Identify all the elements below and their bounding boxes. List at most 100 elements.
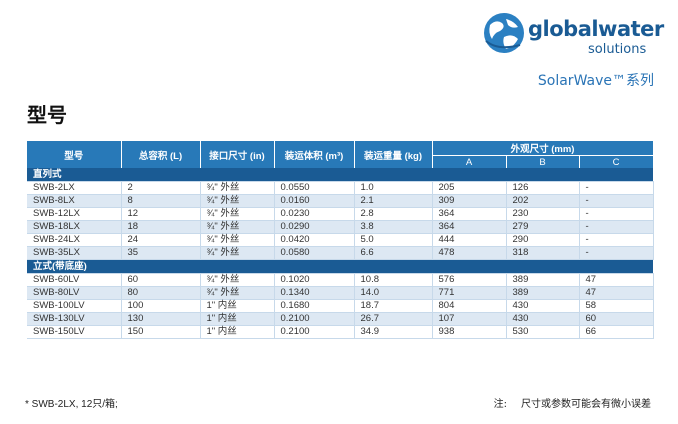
- table-row: SWB-100LV 100 1" 内丝 0.1680 18.7 804 430 58: [27, 299, 654, 313]
- cell-dim-c: 47: [579, 286, 654, 300]
- section-title: 直列式: [27, 168, 653, 182]
- cell-connection: ¾" 外丝: [200, 246, 275, 260]
- cell-model: SWB-2LX: [27, 181, 122, 195]
- cell-dim-c: -: [579, 207, 654, 221]
- table-row: SWB-18LX 18 ¾" 外丝 0.0290 3.8 364 279-: [27, 220, 654, 234]
- cell-ship-volume: 0.1020: [274, 273, 355, 287]
- cell-capacity: 12: [121, 207, 201, 221]
- brand-name: globalwater: [528, 17, 664, 41]
- cell-capacity: 8: [121, 194, 201, 208]
- cell-dim-c: -: [579, 233, 654, 247]
- cell-ship-volume: 0.0230: [274, 207, 355, 221]
- cell-dim-c: 47: [579, 273, 654, 287]
- cell-dim-c: -: [579, 194, 654, 208]
- cell-capacity: 18: [121, 220, 201, 234]
- cell-ship-volume: 0.0580: [274, 246, 355, 260]
- cell-dim-a: 478: [432, 246, 507, 260]
- cell-dim-b: 126: [506, 181, 580, 195]
- cell-capacity: 24: [121, 233, 201, 247]
- cell-model: SWB-150LV: [27, 325, 122, 339]
- cell-dim-c: -: [579, 181, 654, 195]
- cell-dim-a: 576: [432, 273, 507, 287]
- cell-model: SWB-8LX: [27, 194, 122, 208]
- cell-connection: 1" 内丝: [200, 325, 275, 339]
- page-title: 型号: [27, 103, 67, 127]
- cell-ship-weight: 26.7: [354, 312, 433, 326]
- cell-ship-volume: 0.0290: [274, 220, 355, 234]
- cell-ship-weight: 10.8: [354, 273, 433, 287]
- cell-ship-weight: 34.9: [354, 325, 433, 339]
- cell-dim-c: 60: [579, 312, 654, 326]
- cell-dim-a: 444: [432, 233, 507, 247]
- cell-dim-c: -: [579, 220, 654, 234]
- cell-ship-weight: 18.7: [354, 299, 433, 313]
- cell-ship-volume: 0.1680: [274, 299, 355, 313]
- table-row: SWB-130LV 130 1" 内丝 0.2100 26.7 107 430 60: [27, 312, 654, 326]
- cell-dim-c: 58: [579, 299, 654, 313]
- disclaimer-text: 尺寸或参数可能会有微小误差: [521, 399, 651, 410]
- cell-ship-weight: 1.0: [354, 181, 433, 195]
- spec-table-body: 直列式 SWB-2LX 2 ¾" 外丝 0.0550 1.0 205 126- SWB-8LX 8…: [27, 168, 654, 339]
- table-row: SWB-8LX 8 ¾" 外丝 0.0160 2.1 309 202-: [27, 194, 654, 208]
- cell-dim-a: 771: [432, 286, 507, 300]
- cell-connection: ¾" 外丝: [200, 181, 275, 195]
- header-capacity: 总容积 (L): [121, 141, 201, 168]
- header-dimensions: 外观尺寸 (mm): [432, 141, 654, 156]
- cell-dim-a: 804: [432, 299, 507, 313]
- cell-dim-a: 364: [432, 220, 507, 234]
- cell-model: SWB-130LV: [27, 312, 122, 326]
- cell-connection: ¾" 外丝: [200, 194, 275, 208]
- header-ship-weight: 装运重量 (kg): [354, 141, 433, 168]
- cell-capacity: 80: [121, 286, 201, 300]
- table-row: SWB-24LX 24 ¾" 外丝 0.0420 5.0 444 290-: [27, 233, 654, 247]
- cell-ship-weight: 2.8: [354, 207, 433, 221]
- cell-ship-volume: 0.2100: [274, 312, 355, 326]
- table-row: SWB-80LV 80 ¾" 外丝 0.1340 14.0 771 389 47: [27, 286, 654, 300]
- cell-dim-b: 279: [506, 220, 580, 234]
- header-dim-a: A: [432, 155, 507, 168]
- cell-dim-a: 309: [432, 194, 507, 208]
- spec-table: 型号 总容积 (L) 接口尺寸 (in) 装运体积 (m³) 装运重量 (kg)…: [27, 141, 654, 339]
- cell-dim-b: 389: [506, 286, 580, 300]
- section-row: 直列式: [27, 168, 653, 182]
- cell-dim-b: 389: [506, 273, 580, 287]
- disclaimer-label: 注:: [493, 399, 507, 410]
- cell-ship-weight: 14.0: [354, 286, 433, 300]
- header-dim-c: C: [579, 155, 654, 168]
- brand-logo: globalwater solutions: [480, 8, 670, 68]
- cell-dim-a: 107: [432, 312, 507, 326]
- disclaimer: 注: 尺寸或参数可能会有微小误差: [494, 395, 651, 410]
- cell-model: SWB-80LV: [27, 286, 122, 300]
- cell-dim-c: -: [579, 246, 654, 260]
- cell-dim-b: 290: [506, 233, 580, 247]
- cell-ship-weight: 3.8: [354, 220, 433, 234]
- section-row: 立式(带底座): [27, 259, 653, 274]
- cell-capacity: 60: [121, 273, 201, 287]
- table-row: SWB-35LX 35 ¾" 外丝 0.0580 6.6 478 318-: [27, 246, 654, 260]
- cell-capacity: 100: [121, 299, 201, 313]
- cell-capacity: 35: [121, 246, 201, 260]
- cell-connection: ¾" 外丝: [200, 220, 275, 234]
- cell-model: SWB-35LX: [27, 246, 122, 260]
- header-connection: 接口尺寸 (in): [200, 141, 275, 168]
- cell-ship-volume: 0.0550: [274, 181, 355, 195]
- section-title: 立式(带底座): [27, 259, 653, 274]
- product-series: SolarWave™系列: [537, 73, 654, 89]
- cell-dim-c: 66: [579, 325, 654, 339]
- header-ship-volume: 装运体积 (m³): [274, 141, 355, 168]
- cell-dim-a: 938: [432, 325, 507, 339]
- cell-ship-weight: 6.6: [354, 246, 433, 260]
- table-row: SWB-12LX 12 ¾" 外丝 0.0230 2.8 364 230-: [27, 207, 654, 221]
- cell-model: SWB-24LX: [27, 233, 122, 247]
- cell-dim-b: 530: [506, 325, 580, 339]
- cell-dim-b: 430: [506, 312, 580, 326]
- table-row: SWB-2LX 2 ¾" 外丝 0.0550 1.0 205 126-: [27, 181, 654, 195]
- cell-ship-volume: 0.0160: [274, 194, 355, 208]
- header-dim-b: B: [506, 155, 580, 168]
- cell-capacity: 2: [121, 181, 201, 195]
- brand-subtitle: solutions: [588, 42, 647, 57]
- cell-dim-b: 230: [506, 207, 580, 221]
- cell-dim-a: 205: [432, 181, 507, 195]
- table-row: SWB-60LV 60 ¾" 外丝 0.1020 10.8 576 389 47: [27, 273, 654, 287]
- cell-connection: ¾" 外丝: [200, 233, 275, 247]
